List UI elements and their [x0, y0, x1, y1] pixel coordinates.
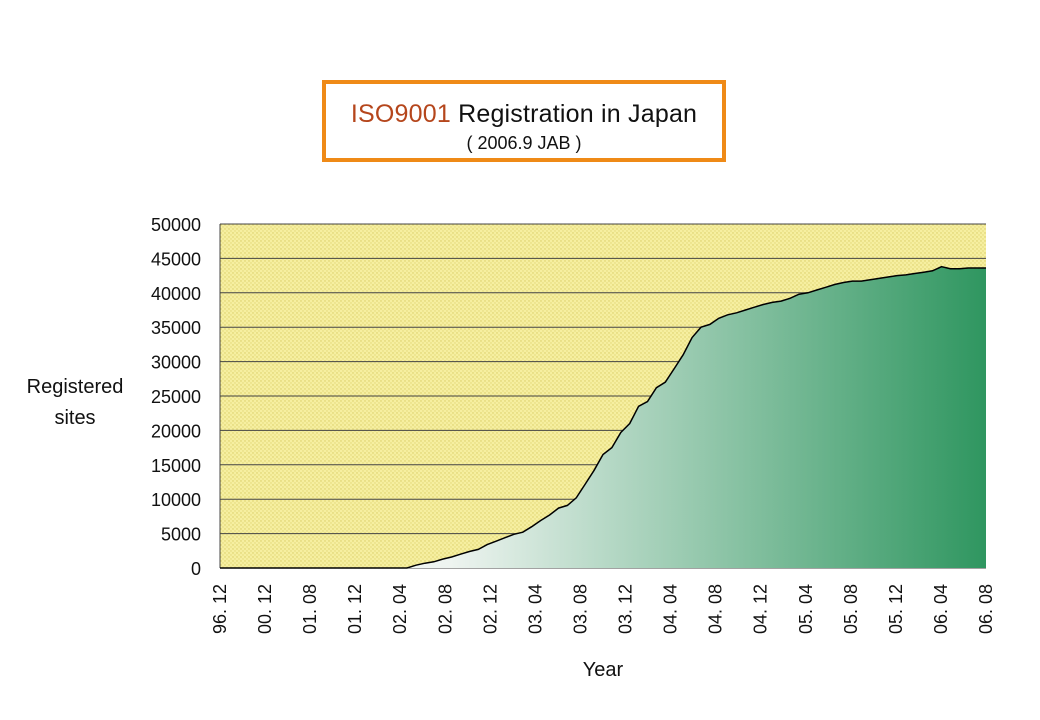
x-tick-label: 05. 12	[886, 584, 906, 634]
y-axis-ticks: 0 5000 10000 15000 20000 25000 30000 35000 40000…	[151, 215, 201, 579]
series-area	[220, 266, 986, 568]
chart-subtitle: ( 2006.9 JAB )	[466, 133, 582, 153]
x-tick-label: 02. 08	[435, 584, 455, 634]
y-tick-label: 0	[191, 559, 201, 579]
x-tick-label: 03. 12	[616, 584, 636, 634]
chart-title-rest: Registration in Japan	[450, 100, 698, 128]
x-tick-label: 00. 12	[255, 584, 275, 634]
x-tick-label: 02. 12	[480, 584, 500, 634]
x-axis-label: Year	[583, 659, 624, 681]
series-line	[220, 265, 986, 569]
x-tick-label: 06. 08	[976, 584, 996, 634]
chart-title-accent: ISO9001	[350, 100, 451, 128]
y-tick-label: 25000	[151, 387, 201, 407]
y-tick-label: 45000	[151, 249, 201, 269]
x-tick-label: 03. 04	[525, 584, 545, 634]
x-tick-label: 04. 08	[706, 584, 726, 634]
x-tick-label: 02. 04	[390, 584, 410, 634]
x-tick-label: 01. 12	[345, 584, 365, 634]
y-tick-label: 35000	[151, 318, 201, 338]
chart-title: ISO9001 Registration in Japan	[326, 100, 722, 129]
y-axis-label-line2: sites	[54, 407, 95, 429]
y-tick-label: 50000	[151, 215, 201, 235]
y-tick-label: 5000	[161, 525, 201, 545]
chart-title-box: ISO9001 Registration in Japan ( 2006.9 J…	[322, 80, 726, 162]
y-tick-label: 20000	[151, 421, 201, 441]
x-tick-label: 03. 08	[571, 584, 591, 634]
y-tick-label: 10000	[151, 490, 201, 510]
y-tick-label: 15000	[151, 456, 201, 476]
x-tick-label: 05. 04	[796, 584, 816, 634]
y-tick-label: 40000	[151, 284, 201, 304]
x-tick-label: 06. 04	[931, 584, 951, 634]
x-axis-ticks: 96. 12 00. 12 01. 08 01. 12 02. 04 02. 08 02. …	[210, 584, 996, 634]
y-tick-label: 30000	[151, 353, 201, 373]
x-tick-label: 04. 12	[751, 584, 771, 634]
x-tick-label: 05. 08	[841, 584, 861, 634]
x-tick-label: 01. 08	[300, 584, 320, 634]
y-axis-label-line1: Registered	[27, 376, 124, 398]
x-tick-label: 96. 12	[210, 584, 230, 634]
x-tick-label: 04. 04	[661, 584, 681, 634]
